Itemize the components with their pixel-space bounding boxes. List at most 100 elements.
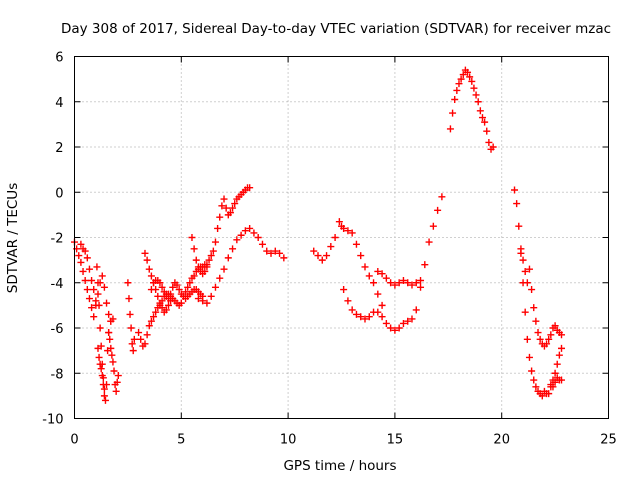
data-point xyxy=(357,252,365,260)
data-point xyxy=(85,295,93,303)
chart-title: Day 308 of 2017, Sidereal Day-to-day VTE… xyxy=(61,21,611,37)
data-point xyxy=(553,360,561,368)
data-point xyxy=(370,279,378,287)
data-point xyxy=(145,265,153,273)
data-point xyxy=(218,202,226,210)
data-point xyxy=(538,392,546,400)
x-tick-label: 25 xyxy=(600,433,617,448)
y-tick-label: 6 xyxy=(55,51,63,66)
x-tick-label: 0 xyxy=(70,433,78,448)
data-point xyxy=(246,224,254,232)
data-point xyxy=(105,310,113,318)
data-point xyxy=(95,301,103,309)
data-point xyxy=(374,267,382,275)
data-point xyxy=(160,288,168,296)
data-point xyxy=(352,310,360,318)
data-point xyxy=(167,290,175,298)
data-point xyxy=(211,238,219,246)
data-point xyxy=(201,267,209,275)
data-point xyxy=(85,265,93,273)
data-point xyxy=(128,340,136,348)
data-point xyxy=(466,73,474,81)
data-point xyxy=(483,127,491,135)
data-point xyxy=(472,91,480,99)
data-point xyxy=(143,256,151,264)
data-point xyxy=(150,313,158,321)
data-point xyxy=(545,390,553,398)
y-tick-label: 4 xyxy=(55,96,63,111)
data-point xyxy=(98,372,106,380)
data-point xyxy=(323,252,331,260)
data-point xyxy=(412,306,420,314)
data-point xyxy=(387,324,395,332)
data-point xyxy=(513,200,521,208)
data-point xyxy=(429,222,437,230)
data-point xyxy=(100,392,108,400)
data-point xyxy=(186,279,194,287)
data-point xyxy=(97,365,105,373)
data-point xyxy=(220,265,228,273)
data-point xyxy=(169,283,177,291)
data-point xyxy=(100,385,108,393)
data-point xyxy=(558,376,566,384)
y-tick-label: -8 xyxy=(51,367,64,382)
data-point xyxy=(129,347,137,355)
data-point xyxy=(92,297,100,305)
data-point xyxy=(79,267,87,275)
data-point xyxy=(190,272,198,280)
data-point xyxy=(96,324,104,332)
data-point xyxy=(216,274,224,282)
data-point xyxy=(231,200,239,208)
data-point xyxy=(485,138,493,146)
data-point xyxy=(258,240,266,248)
data-point xyxy=(214,224,222,232)
data-point xyxy=(98,272,106,280)
y-tick-label: -10 xyxy=(42,413,63,428)
data-point xyxy=(216,213,224,221)
data-point xyxy=(154,292,162,300)
x-tick-label: 20 xyxy=(493,433,510,448)
data-point xyxy=(114,372,122,380)
data-point xyxy=(276,249,284,257)
data-point xyxy=(109,315,117,323)
data-point xyxy=(177,299,185,307)
data-point xyxy=(126,310,134,318)
data-point xyxy=(340,224,348,232)
data-point xyxy=(94,290,102,298)
data-point xyxy=(511,186,519,194)
data-point xyxy=(147,286,155,294)
data-point xyxy=(88,304,96,312)
data-point xyxy=(267,249,275,257)
data-point xyxy=(361,263,369,271)
data-point xyxy=(378,301,386,309)
data-point xyxy=(417,276,425,284)
data-point xyxy=(90,313,98,321)
data-point xyxy=(417,283,425,291)
data-point xyxy=(314,252,322,260)
data-point xyxy=(438,193,446,201)
data-point xyxy=(382,319,390,327)
data-point xyxy=(246,184,254,192)
data-point xyxy=(551,378,559,386)
data-point xyxy=(425,238,433,246)
data-point xyxy=(399,276,407,284)
data-point xyxy=(190,245,198,253)
data-point xyxy=(199,297,207,305)
data-point xyxy=(549,383,557,391)
data-point xyxy=(523,335,531,343)
data-point xyxy=(130,335,138,343)
data-point xyxy=(382,274,390,282)
data-point xyxy=(254,234,262,241)
data-point xyxy=(164,295,172,303)
data-point xyxy=(263,247,271,255)
data-point xyxy=(109,358,117,366)
data-point xyxy=(412,279,420,287)
data-point xyxy=(125,295,133,303)
data-point xyxy=(457,75,465,83)
data-point xyxy=(101,396,109,404)
y-tick-label: 0 xyxy=(55,186,63,201)
data-point xyxy=(280,254,288,262)
data-point xyxy=(147,272,155,280)
y-tick-label: -6 xyxy=(51,322,64,337)
y-tick-label: 2 xyxy=(55,141,63,156)
